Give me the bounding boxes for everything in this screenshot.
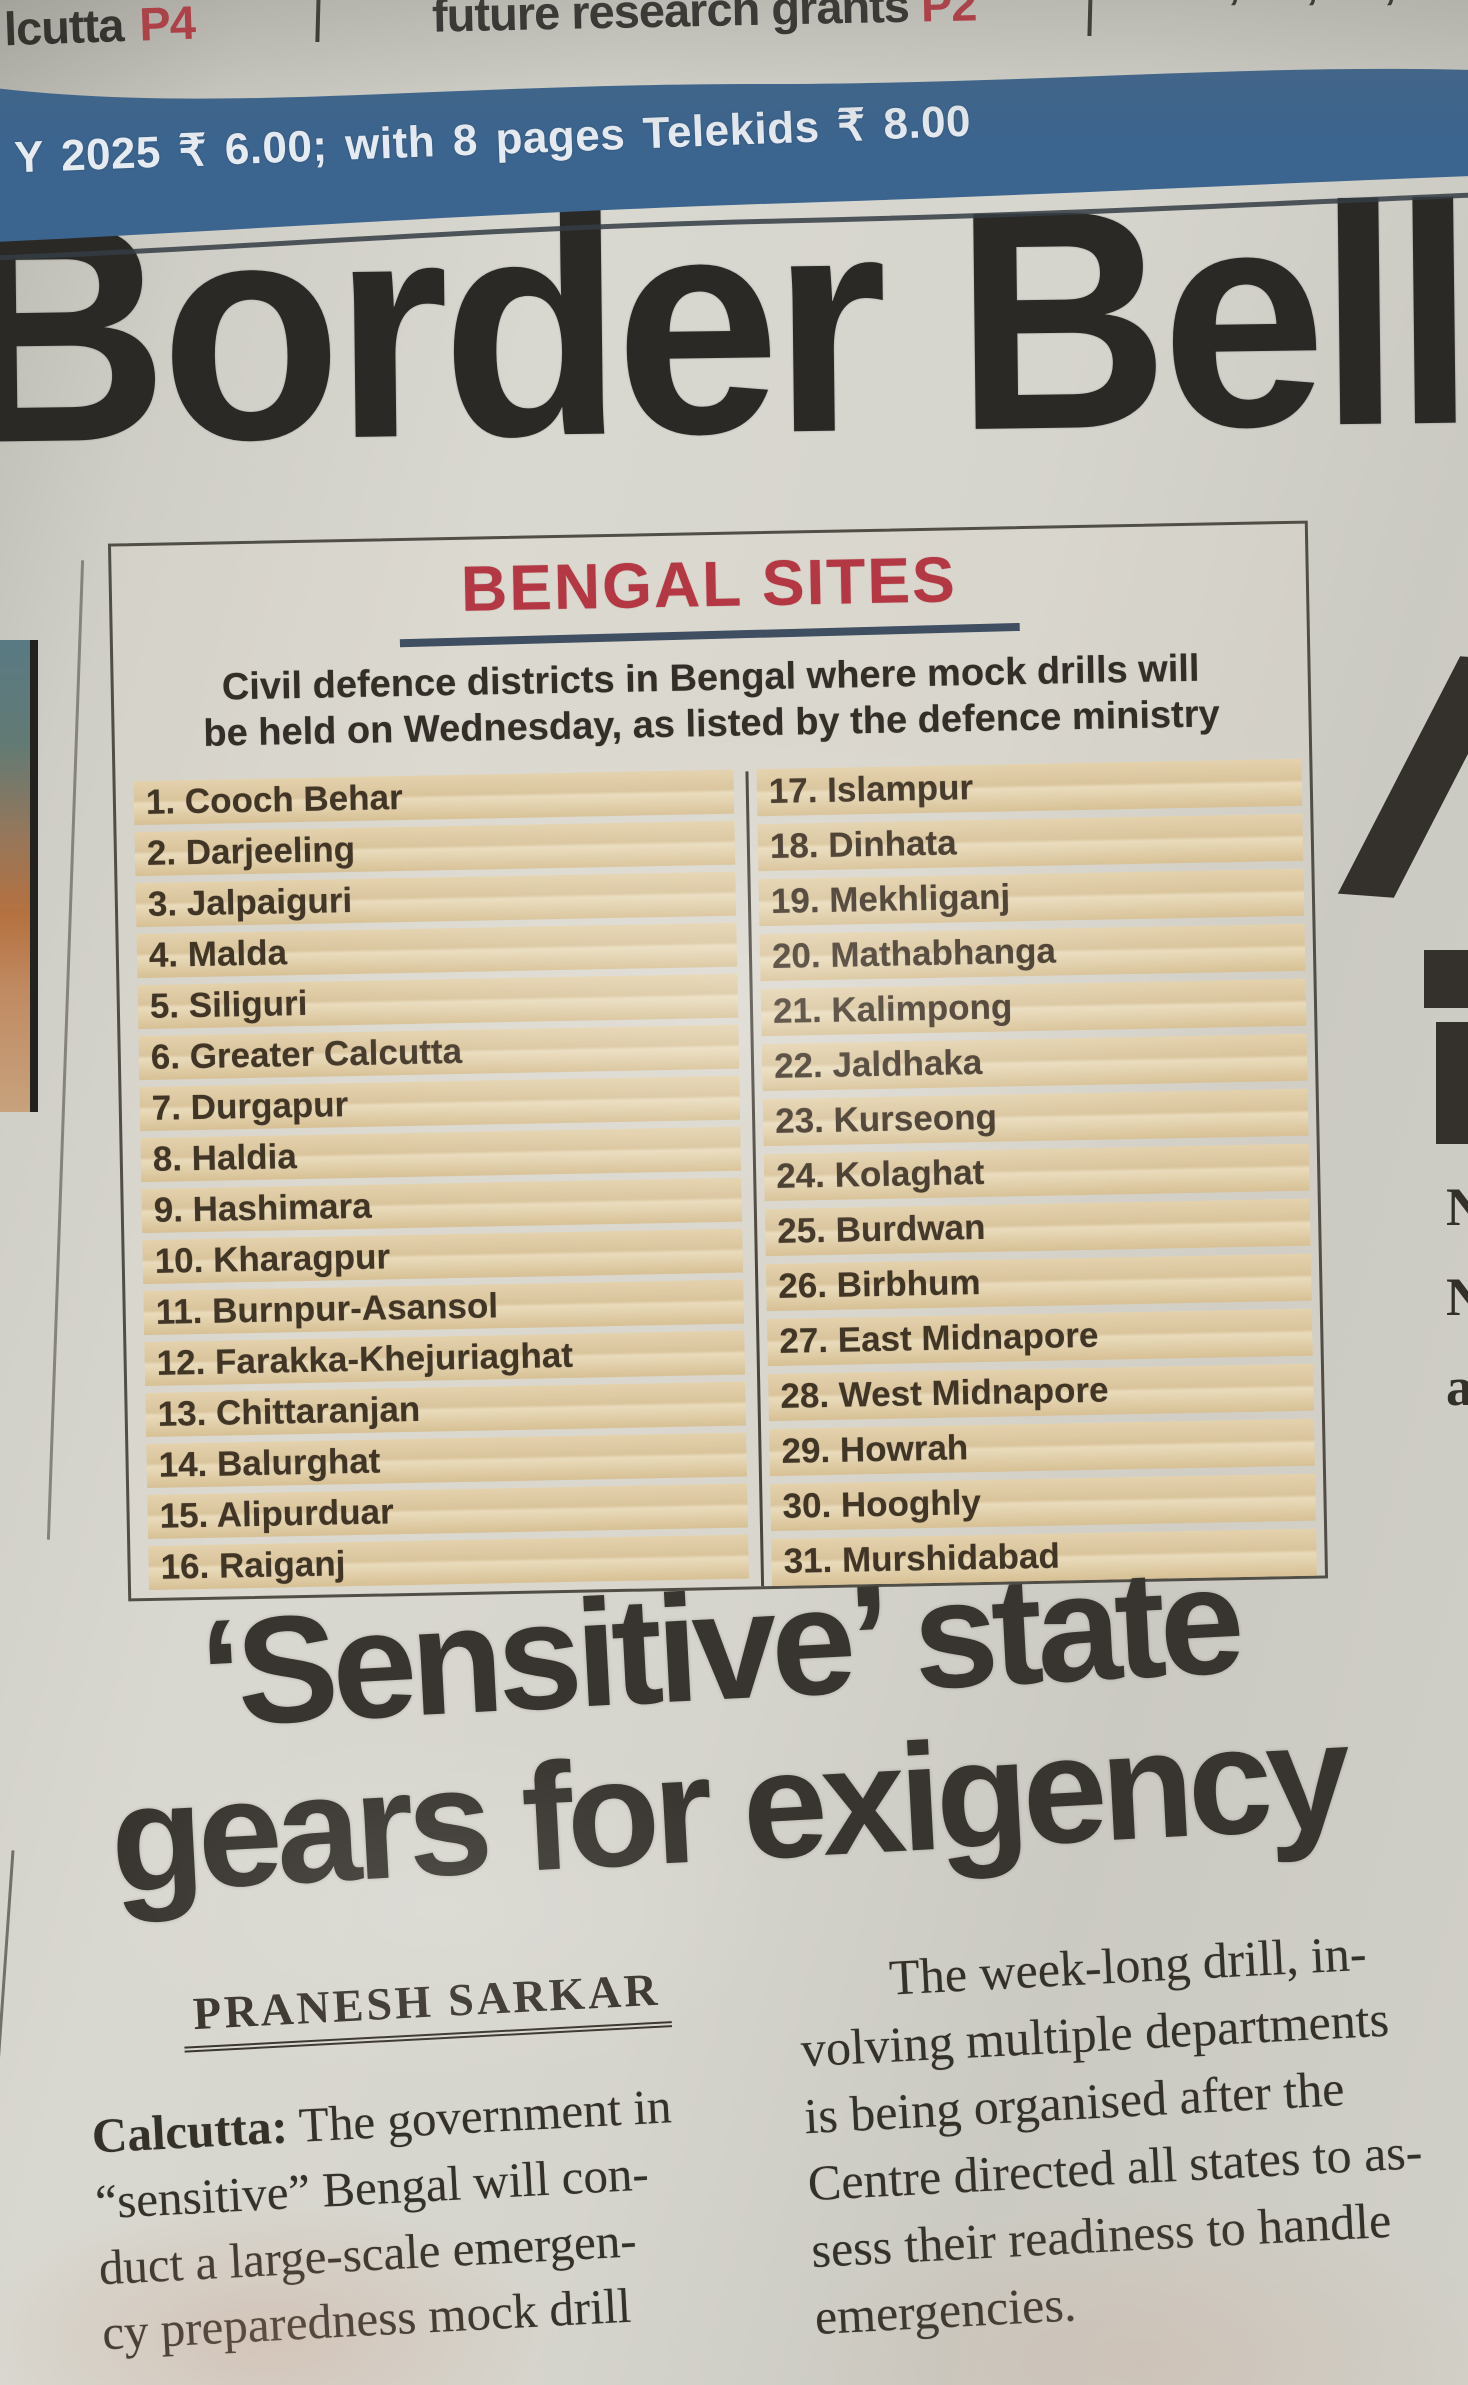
list-item: 8. Haldia — [140, 1126, 742, 1182]
article-right-column: The week-long drill, in- volving multipl… — [796, 1908, 1468, 2351]
list-item: 13. Chittaranjan — [145, 1381, 746, 1437]
title-underline-rule — [399, 622, 1020, 648]
list-item: 30. Hooghly — [770, 1473, 1316, 1531]
list-item: 12. Farakka-Khejuriaghat — [144, 1330, 746, 1386]
sites-box-title: BENGAL SITES — [460, 543, 958, 625]
article-sensitive-state: ‘Sensitive’ state gears for exigency PRA… — [46, 1522, 1468, 2385]
masthead-right-fragment: ’ ’ ’ — [1228, 0, 1425, 33]
adjacent-headline-glyph-fragment — [1424, 950, 1468, 1008]
article-left-column: PRANESH SARKAR Calcutta: The government … — [84, 1951, 787, 2385]
list-item: 7. Durgapur — [139, 1075, 741, 1131]
bengal-sites-box: BENGAL SITES Civil defence districts in … — [107, 520, 1329, 1602]
list-item: 9. Hashimara — [141, 1177, 743, 1233]
list-item: 29. Howrah — [769, 1418, 1315, 1476]
list-item: 15. Alipurduar — [147, 1483, 748, 1539]
list-item: 17. Islampur — [756, 758, 1303, 816]
list-item: 18. Dinhata — [757, 813, 1304, 871]
list-item: 22. Jaldhaka — [761, 1033, 1308, 1091]
sites-list-left-column: 1. Cooch Behar 2. Darjeeling 3. Jalpaigu… — [133, 769, 750, 1605]
list-item: 20. Mathabhanga — [759, 923, 1306, 981]
list-item: 6. Greater Calcutta — [138, 1024, 740, 1080]
fragment-letter: N — [1446, 1267, 1468, 1327]
sites-list-right-column: 17. Islampur 18. Dinhata 19. Mekhliganj … — [756, 758, 1317, 1593]
list-item: 10. Kharagpur — [142, 1228, 744, 1284]
list-item: 4. Malda — [136, 922, 738, 978]
adjacent-text-fragment: N N a — [1446, 1162, 1468, 1432]
dateline: Calcutta: — [90, 2098, 290, 2164]
adjacent-headline-glyph-fragment — [1337, 656, 1468, 898]
list-item: 11. Burnpur-Asansol — [143, 1279, 745, 1335]
list-item: 3. Jalpaiguri — [135, 871, 737, 927]
price-banner-band — [0, 68, 1468, 261]
column-rule — [0, 1850, 15, 2180]
fragment-letter: a — [1446, 1357, 1468, 1417]
adjacent-headline-glyph-fragment — [1436, 1022, 1468, 1144]
list-item: 27. East Midnapore — [766, 1308, 1313, 1366]
list-item: 1. Cooch Behar — [133, 769, 735, 825]
byline: PRANESH SARKAR — [181, 1962, 673, 2053]
article-body: PRANESH SARKAR Calcutta: The government … — [66, 1908, 1468, 2385]
sites-list-columns: 1. Cooch Behar 2. Darjeeling 3. Jalpaigu… — [115, 736, 1325, 1606]
fragment-letter: N — [1446, 1177, 1468, 1237]
list-item: 25. Burdwan — [764, 1198, 1311, 1256]
list-item: 5. Siliguri — [137, 973, 739, 1029]
list-item: 19. Mekhliganj — [758, 868, 1305, 926]
list-item: 24. Kolaghat — [763, 1143, 1310, 1201]
list-item: 26. Birbhum — [765, 1253, 1312, 1311]
adjacent-photo-fragment — [0, 640, 38, 1112]
list-item: 14. Balurghat — [146, 1432, 747, 1488]
list-item: 28. West Midnapore — [768, 1363, 1314, 1421]
price-banner: Y 2025 ₹ 6.00; with 8 pages Telekids ₹ 8… — [0, 26, 1468, 266]
list-item: 21. Kalimpong — [760, 978, 1307, 1036]
column-rule — [46, 560, 85, 1540]
list-item: 2. Darjeeling — [134, 820, 736, 876]
list-item: 23. Kurseong — [762, 1088, 1309, 1146]
